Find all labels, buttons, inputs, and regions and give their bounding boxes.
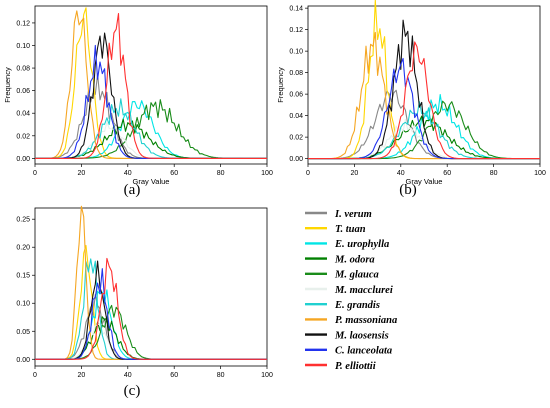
series-line-1 bbox=[35, 294, 267, 360]
y-tick-label: 0.04 bbox=[16, 111, 30, 118]
y-tick-label: 0.10 bbox=[289, 49, 303, 56]
x-tick-label: 80 bbox=[217, 170, 225, 177]
legend-label: C. lanceolata bbox=[335, 346, 392, 357]
y-tick-label: 0.10 bbox=[16, 43, 30, 50]
series-line-11 bbox=[35, 12, 267, 159]
x-tick-label: 20 bbox=[351, 170, 359, 177]
series-line-9 bbox=[308, 19, 540, 160]
y-tick-label: 0.15 bbox=[16, 273, 30, 280]
legend-label: E. grandis bbox=[334, 300, 380, 311]
x-tick-label: 60 bbox=[443, 170, 451, 177]
panel-c: 0 20 40 60 80 100 0.00 0.05 0.10 0.15 0.20 0.25 bbox=[16, 205, 273, 379]
x-tick-label: 20 bbox=[78, 170, 86, 177]
x-tick-label: 80 bbox=[217, 372, 225, 379]
plot-frame bbox=[34, 207, 268, 367]
y-tick-label: 0.08 bbox=[16, 66, 30, 73]
y-tick-label: 0.14 bbox=[289, 6, 303, 13]
y-tick-label: 0.06 bbox=[16, 88, 30, 95]
y-tick-label: 0.12 bbox=[289, 27, 303, 34]
legend: I. verum T. tuan E. urophylla M. odora M. gl… bbox=[305, 209, 397, 372]
caption-a: (a) bbox=[124, 182, 141, 198]
y-axis-label: Frequency bbox=[276, 67, 285, 103]
series-line-8 bbox=[35, 10, 267, 159]
y-tick-label: 0.02 bbox=[16, 133, 30, 140]
series-line-10 bbox=[35, 268, 267, 360]
legend-label: M. odora bbox=[334, 254, 375, 265]
series-line-10 bbox=[35, 44, 267, 159]
caption-b: (b) bbox=[399, 182, 417, 198]
y-tick-label: 0.12 bbox=[16, 20, 30, 27]
x-tick-label: 20 bbox=[78, 372, 86, 379]
y-axis-label: Frequency bbox=[3, 67, 12, 103]
x-tick-label: 80 bbox=[490, 170, 498, 177]
x-tick-label: 0 bbox=[33, 372, 37, 379]
legend-label: P. elliottii bbox=[335, 361, 376, 372]
x-tick-label: 40 bbox=[124, 170, 132, 177]
y-tick-label: 0.00 bbox=[16, 357, 30, 364]
series-line-11 bbox=[308, 41, 540, 160]
y-tick-label: 0.00 bbox=[16, 156, 30, 163]
x-tick-label: 60 bbox=[170, 372, 178, 379]
legend-label: E. urophylla bbox=[334, 239, 389, 250]
series-line-2 bbox=[308, 0, 540, 160]
series-line-2 bbox=[35, 244, 267, 360]
series-line-11 bbox=[35, 257, 267, 360]
series-line-5 bbox=[35, 99, 267, 159]
x-tick-label: 60 bbox=[170, 170, 178, 177]
series-line-3 bbox=[35, 100, 267, 159]
x-axis-label: Gray Value bbox=[406, 177, 443, 186]
y-tick-label: 0.00 bbox=[289, 156, 303, 163]
x-tick-label: 100 bbox=[261, 170, 273, 177]
x-tick-label: 40 bbox=[124, 372, 132, 379]
panel-b: 0 20 40 60 80 100 0.00 0.02 0.04 0.06 0.08 0.10 0.12… bbox=[276, 0, 546, 186]
series-line-7 bbox=[35, 258, 267, 360]
x-axis-label: Gray Value bbox=[133, 177, 170, 186]
plot-frame bbox=[307, 5, 541, 165]
panel-a: 0 20 40 60 80 100 0.00 0.02 0.04 0.06 0.08 0.10 0.12… bbox=[3, 5, 273, 186]
x-tick-label: 0 bbox=[306, 170, 310, 177]
legend-label: I. verum bbox=[334, 209, 372, 220]
legend-label: T. tuan bbox=[335, 224, 366, 235]
y-tick-label: 0.02 bbox=[289, 135, 303, 142]
caption-c: (c) bbox=[124, 383, 141, 399]
series-line-7 bbox=[35, 98, 267, 159]
legend-label: P. massoniana bbox=[335, 315, 397, 326]
x-tick-label: 100 bbox=[534, 170, 546, 177]
plot-frame bbox=[34, 5, 268, 165]
series-line-10 bbox=[308, 57, 540, 160]
y-tick-label: 0.04 bbox=[289, 113, 303, 120]
legend-label: M. laosensis bbox=[334, 330, 389, 341]
series-line-8 bbox=[35, 205, 267, 360]
y-tick-label: 0.06 bbox=[289, 92, 303, 99]
series-line-3 bbox=[35, 289, 267, 360]
y-tick-label: 0.25 bbox=[16, 217, 30, 224]
y-tick-label: 0.08 bbox=[289, 70, 303, 77]
y-tick-label: 0.10 bbox=[16, 301, 30, 308]
series-line-2 bbox=[35, 7, 267, 159]
x-tick-label: 100 bbox=[261, 372, 273, 379]
y-tick-label: 0.05 bbox=[16, 329, 30, 336]
legend-label: M. glauca bbox=[334, 270, 379, 281]
x-tick-label: 0 bbox=[33, 170, 37, 177]
x-tick-label: 40 bbox=[397, 170, 405, 177]
series-line-9 bbox=[35, 260, 267, 360]
y-tick-label: 0.20 bbox=[16, 245, 30, 252]
legend-label: M. macclurei bbox=[334, 285, 393, 296]
